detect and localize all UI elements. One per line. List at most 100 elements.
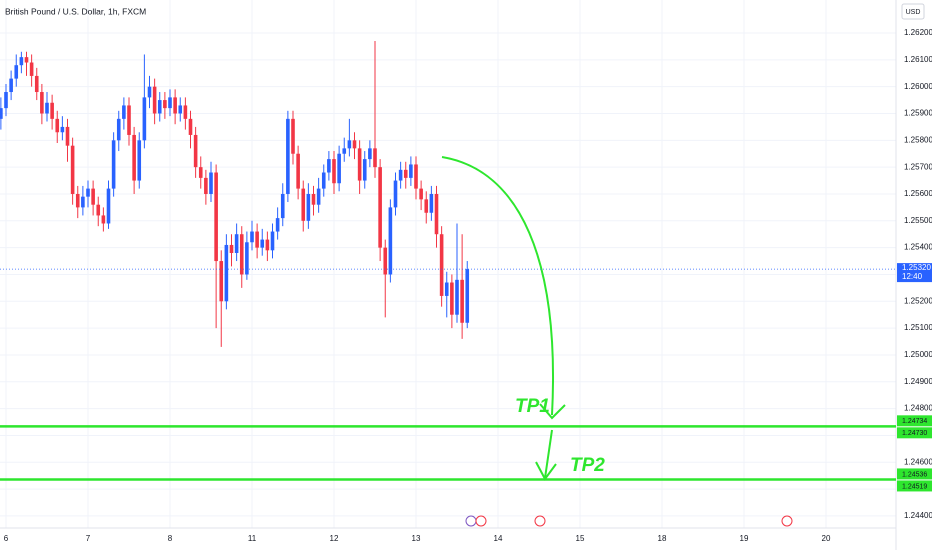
x-tick-label: 15 [576, 534, 585, 543]
candle-body [70, 145, 75, 194]
candle-body [122, 105, 126, 119]
level-label: TP2 [570, 455, 605, 476]
candle-body [127, 105, 131, 135]
y-tick-label: 1.25900 [904, 109, 932, 118]
candle-body [337, 153, 341, 184]
candle-body [0, 108, 3, 119]
y-tick-label: 1.24400 [904, 511, 932, 520]
candle-body [383, 247, 388, 275]
candle-body [250, 231, 254, 243]
candles [0, 41, 470, 347]
candle-body [40, 92, 44, 114]
candle-body [327, 159, 331, 173]
candle-body [265, 239, 270, 251]
x-tick-label: 20 [822, 534, 831, 543]
candle-body [152, 86, 157, 114]
currency-button[interactable] [901, 3, 925, 20]
level-price-box [897, 468, 932, 480]
candle-body [321, 172, 326, 189]
y-tick-label: 1.25800 [904, 135, 932, 144]
candle-body [342, 148, 347, 154]
level-price-label: 1.24734 [902, 418, 927, 425]
event-icon[interactable] [465, 515, 477, 527]
candle-body [65, 126, 70, 146]
candle-body [414, 164, 418, 189]
y-tick-label: 1.26200 [904, 28, 932, 37]
candle-body [198, 167, 203, 178]
candle-body [291, 118, 295, 154]
candle-body [229, 244, 234, 253]
candle-body [296, 153, 300, 189]
candle-body [178, 105, 183, 114]
candle-body [357, 148, 362, 181]
candle-body [286, 118, 290, 194]
candle-body [157, 100, 162, 114]
y-tick-label: 1.26100 [904, 55, 932, 64]
candle-body [239, 234, 244, 275]
overlay [441, 156, 566, 481]
candle-body [255, 231, 259, 248]
candle-body [224, 244, 229, 302]
candle-body [45, 102, 49, 114]
candle-body [234, 234, 239, 253]
candle-body [260, 239, 265, 248]
candle-body [352, 140, 357, 149]
candle-body [163, 100, 167, 109]
candle-body [424, 199, 429, 213]
level-label: TP1 [515, 396, 550, 417]
candle-body [306, 193, 311, 221]
currency-label: USD [906, 9, 921, 16]
x-tick-label: 12 [330, 534, 339, 543]
candle-body [9, 78, 13, 93]
candle-body [173, 97, 177, 114]
candle-body [183, 105, 188, 119]
candle-body [403, 169, 408, 178]
event-icon[interactable] [475, 515, 487, 527]
x-tick-label: 11 [248, 534, 257, 543]
candle-body [332, 159, 336, 184]
candle-body [132, 134, 136, 181]
candle-body [24, 57, 29, 63]
candle-body [4, 92, 8, 109]
candle-body [188, 118, 193, 135]
y-tick-label: 1.25000 [904, 350, 932, 359]
candle-body [316, 188, 321, 205]
candle-body [96, 204, 101, 216]
candle-body [116, 118, 121, 141]
chart-title: British Pound / U.S. Dollar, 1h, FXCM [5, 6, 146, 16]
candle-body [301, 188, 306, 221]
candle-body [455, 279, 459, 315]
event-icon[interactable] [781, 515, 793, 527]
y-tick-label: 1.25200 [904, 296, 932, 305]
candle-body [55, 118, 60, 133]
y-tick-label: 1.25100 [904, 323, 932, 332]
x-tick-label: 7 [86, 534, 91, 543]
candle-body [460, 279, 464, 323]
x-tick-label: 6 [4, 534, 9, 543]
candle-body [398, 169, 403, 181]
candle-body [106, 188, 111, 224]
candle-body [311, 193, 316, 205]
candle-body [219, 261, 224, 302]
candle-body [86, 188, 90, 197]
x-tick-label: 13 [412, 534, 421, 543]
candle-body [373, 148, 377, 168]
y-tick-label: 1.24600 [904, 457, 932, 466]
arrowhead-tp1 [539, 403, 566, 420]
candle-body [204, 177, 208, 194]
candle-body [434, 193, 439, 235]
candle-body [378, 167, 382, 248]
candle-body [75, 193, 80, 208]
level-price-box [897, 480, 932, 492]
candle-body [214, 172, 218, 262]
candle-body [29, 62, 34, 76]
candle-body [280, 193, 285, 219]
y-tick-label: 1.26000 [904, 82, 932, 91]
level-price-label: 1.24536 [902, 471, 927, 478]
candle-body [91, 188, 95, 205]
event-icon[interactable] [534, 515, 546, 527]
candle-body [450, 282, 454, 315]
countdown-label: 12:40 [902, 272, 923, 281]
